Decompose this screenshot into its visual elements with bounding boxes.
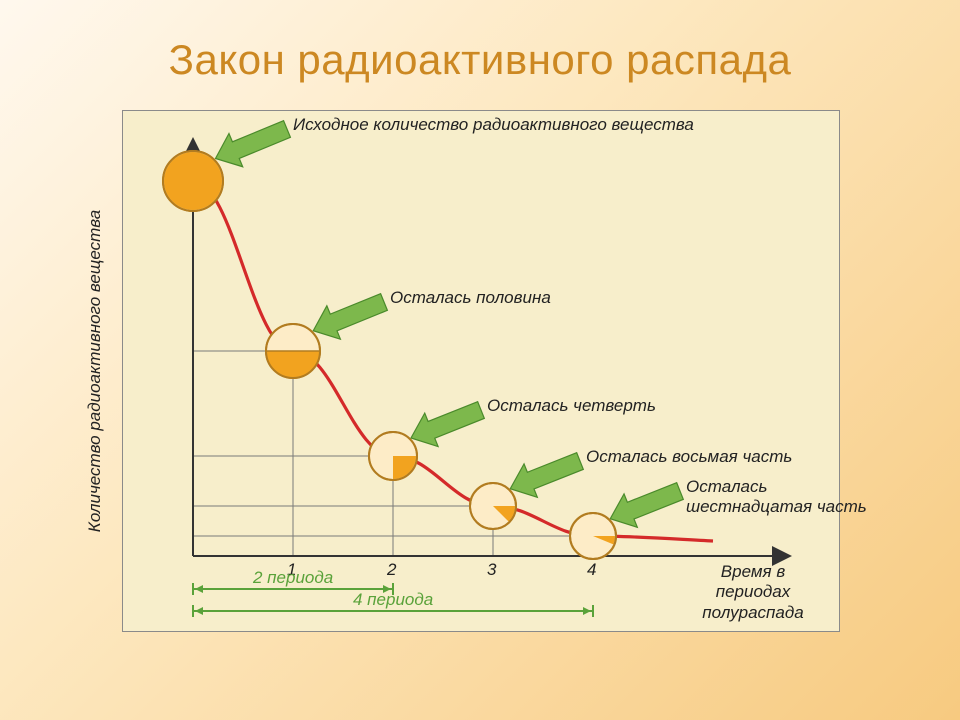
x-tick: 4 — [587, 560, 596, 580]
period-label: 4 периода — [353, 590, 433, 610]
period-label: 2 периода — [253, 568, 333, 588]
decay-point-label: Осталась половина — [390, 288, 551, 308]
slide-title: Закон радиоактивного распада — [0, 36, 960, 84]
x-tick: 2 — [387, 560, 396, 580]
decay-point-label: Осталась шестнадцатая часть — [686, 477, 886, 517]
chart-panel: Количество радиоактивного вещества 1234В… — [122, 110, 840, 632]
y-axis-label: Количество радиоактивного вещества — [85, 210, 105, 532]
x-axis-label: Время впериодахполураспада — [688, 562, 818, 623]
slide: Закон радиоактивного распада Количество … — [0, 0, 960, 720]
decay-point-label: Осталась восьмая часть — [586, 447, 792, 467]
x-tick: 3 — [487, 560, 496, 580]
decay-point-label: Исходное количество радиоактивного вещес… — [293, 115, 694, 135]
decay-point-label: Осталась четверть — [487, 396, 656, 416]
decay-chart — [123, 111, 839, 631]
